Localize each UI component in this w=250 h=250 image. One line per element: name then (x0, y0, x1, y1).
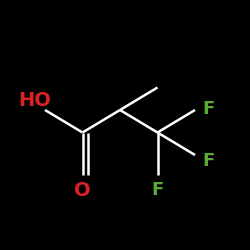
Text: HO: HO (18, 90, 52, 110)
Text: F: F (152, 181, 164, 199)
Text: O: O (74, 180, 91, 200)
Text: F: F (202, 152, 215, 170)
Text: F: F (202, 100, 215, 118)
